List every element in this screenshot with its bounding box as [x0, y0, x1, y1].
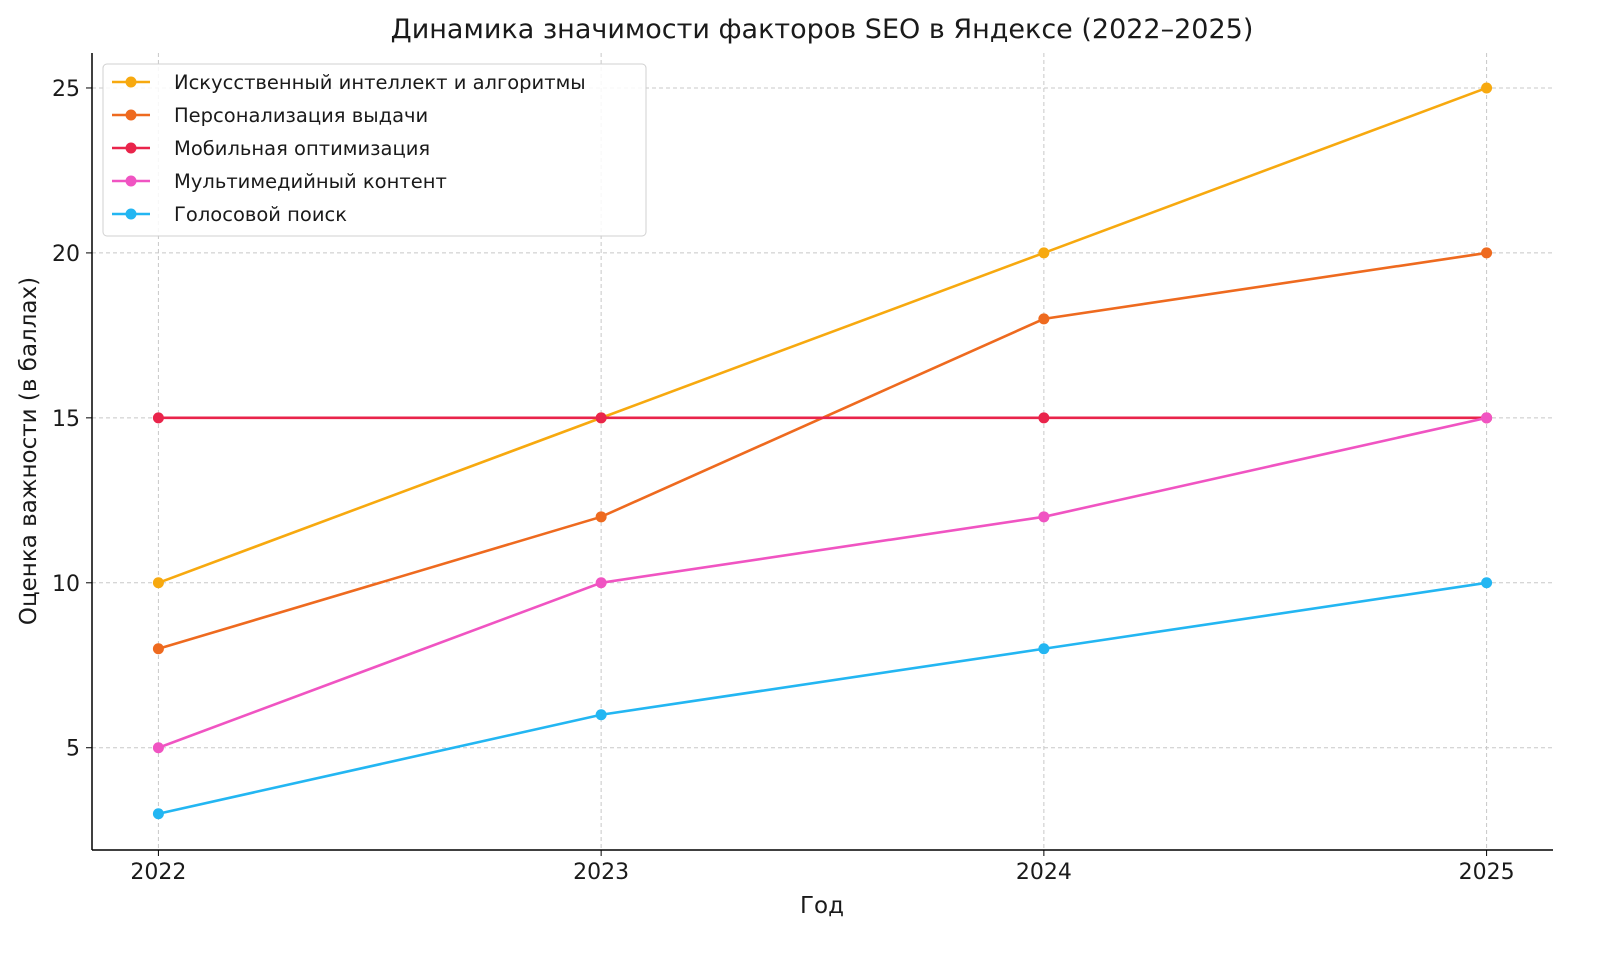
data-point — [1038, 313, 1050, 325]
legend-label: Мультимедийный контент — [174, 170, 447, 193]
data-point — [1481, 412, 1493, 424]
legend-label: Голосовой поиск — [174, 203, 347, 226]
data-point — [152, 412, 164, 424]
data-point — [595, 709, 607, 721]
data-point — [152, 808, 164, 820]
series-line — [158, 581, 1487, 815]
series-line — [157, 86, 1488, 585]
y-tick-label: 10 — [52, 572, 80, 597]
data-point — [152, 577, 164, 589]
legend-item: Мультимедийный контент — [112, 170, 447, 193]
series-line — [158, 251, 1487, 651]
axes — [91, 53, 1553, 851]
y-tick-label: 5 — [66, 737, 80, 762]
data-point — [1481, 577, 1493, 589]
x-tick-label: 2023 — [573, 860, 629, 885]
data-point — [1038, 247, 1050, 259]
data-point — [1481, 82, 1493, 94]
y-tick-label: 15 — [52, 407, 80, 432]
data-point — [1038, 412, 1050, 424]
series-4 — [152, 577, 1493, 820]
series-2 — [152, 412, 1493, 424]
legend-box — [102, 63, 647, 237]
legend-marker-icon — [125, 109, 137, 121]
legend-item: Персонализация выдачи — [112, 104, 428, 127]
legend-label: Персонализация выдачи — [174, 104, 428, 127]
data-point — [595, 412, 607, 424]
series-1 — [152, 247, 1493, 655]
data-point — [595, 577, 607, 589]
y-tick-label: 25 — [52, 77, 80, 102]
data-point — [595, 511, 607, 523]
legend-marker-icon — [125, 142, 137, 154]
y-tick-label: 20 — [52, 242, 80, 267]
chart-title: Динамика значимости факторов SEO в Яндек… — [391, 14, 1254, 45]
y-ticks: 5 10 15 20 25 — [52, 77, 92, 762]
legend-item: Мобильная оптимизация — [112, 137, 430, 160]
legend: Искусственный интеллект и алгоритмы Персо… — [102, 63, 647, 237]
legend-marker-icon — [125, 208, 137, 220]
y-axis-label: Оценка важности (в баллах) — [16, 277, 42, 625]
legend-label: Искусственный интеллект и алгоритмы — [174, 71, 586, 94]
data-point — [152, 643, 164, 655]
legend-item: Искусственный интеллект и алгоритмы — [112, 71, 586, 94]
series-group — [152, 82, 1493, 820]
legend-marker-icon — [125, 76, 137, 88]
series-line — [157, 416, 1487, 749]
data-point — [1038, 511, 1050, 523]
x-tick-label: 2024 — [1016, 860, 1072, 885]
x-ticks: 2022 2023 2024 2025 — [130, 850, 1515, 885]
legend-marker-icon — [125, 175, 137, 187]
series-3 — [152, 412, 1493, 754]
x-tick-label: 2025 — [1459, 860, 1515, 885]
x-tick-label: 2022 — [130, 860, 186, 885]
legend-item: Голосовой поиск — [112, 203, 347, 226]
data-point — [1481, 247, 1493, 259]
data-point — [152, 742, 164, 754]
x-axis-label: Год — [800, 893, 844, 919]
legend-label: Мобильная оптимизация — [174, 137, 430, 160]
data-point — [1038, 643, 1050, 655]
